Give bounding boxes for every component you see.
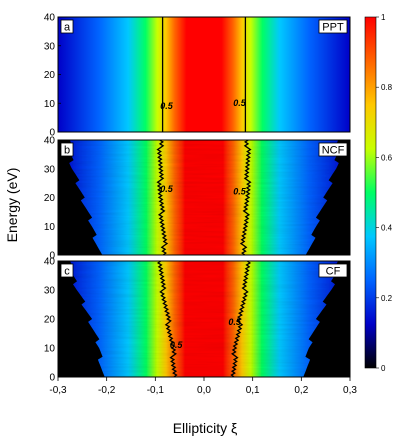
y-tick-label: 10 bbox=[44, 344, 56, 355]
y-tick-label: 0 bbox=[49, 373, 55, 384]
contour-line-left bbox=[156, 260, 178, 378]
panel-letter: b bbox=[64, 145, 70, 157]
panel-ppt: 0.5 0.5 a PPT 0 10 20 30 40 bbox=[44, 13, 351, 139]
heatmap-fill bbox=[58, 140, 350, 255]
panel-cf: 0.5 0.5 c CF 0 10 20 30 40 bbox=[44, 257, 351, 384]
x-tick-label: 0,3 bbox=[343, 385, 357, 396]
panel-letter-box bbox=[60, 19, 74, 34]
y-tick-label: 10 bbox=[44, 222, 56, 233]
colorbar-fill bbox=[364, 16, 377, 369]
panel-letter: a bbox=[64, 22, 71, 34]
black-region-right bbox=[305, 140, 350, 255]
y-tick-label: 20 bbox=[44, 193, 56, 204]
y-tick-label: 30 bbox=[44, 164, 56, 175]
colorbar-tick-label: 0.4 bbox=[381, 224, 393, 233]
black-region-left bbox=[58, 261, 105, 377]
colorbar: 0 0.2 0.4 0.6 0.8 1 bbox=[364, 13, 393, 373]
black-region-right bbox=[303, 261, 350, 377]
panel-ncf: 0.5 0.5 b NCF 0 10 20 30 40 bbox=[44, 136, 351, 262]
y-tick-label: 40 bbox=[44, 13, 56, 24]
x-axis: -0,3 -0,2 -0,1 0,0 0,1 0,2 0,3 bbox=[49, 377, 357, 396]
panel-label: CF bbox=[326, 266, 341, 278]
x-tick-label: -0,1 bbox=[147, 385, 165, 396]
y-tick-label: 10 bbox=[44, 99, 56, 110]
y-tick-label: 20 bbox=[44, 315, 56, 326]
x-tick-label: -0,3 bbox=[49, 385, 67, 396]
x-axis-title: Ellipticity ξ bbox=[173, 420, 238, 436]
contour-label: 0.5 bbox=[160, 184, 174, 194]
contour-label: 0.5 bbox=[233, 187, 247, 197]
heatmap-fill bbox=[58, 261, 350, 377]
y-axis-title-group: Energy (eV) bbox=[4, 168, 20, 243]
x-tick-label: 0,0 bbox=[197, 385, 211, 396]
contour-label: 0.5 bbox=[228, 317, 242, 327]
panel-label-box bbox=[318, 263, 348, 278]
contour-line-right bbox=[239, 139, 252, 256]
panel-letter-box bbox=[60, 142, 74, 157]
colorbar-tick-label: 1 bbox=[381, 13, 386, 22]
panel-label-box bbox=[318, 142, 348, 157]
panel-letter: c bbox=[64, 266, 70, 278]
x-tick-label: -0,2 bbox=[98, 385, 116, 396]
y-tick-label: 0 bbox=[49, 128, 55, 139]
contour-line-left bbox=[156, 139, 169, 256]
y-tick-label: 30 bbox=[44, 41, 56, 52]
contour-label: 0.5 bbox=[233, 98, 247, 108]
panel-label-box bbox=[318, 19, 348, 34]
colorbar-tick-label: 0.6 bbox=[381, 153, 393, 162]
panel-letter-box bbox=[60, 263, 74, 278]
panel-label: PPT bbox=[322, 22, 344, 34]
contour-label: 0.5 bbox=[170, 340, 184, 350]
x-tick-label: 0,2 bbox=[294, 385, 308, 396]
panel-label: NCF bbox=[322, 145, 345, 157]
black-region-left bbox=[58, 140, 103, 255]
y-tick-label: 40 bbox=[44, 136, 56, 147]
x-tick-label: 0,1 bbox=[246, 385, 260, 396]
heatmap-fill bbox=[58, 17, 350, 132]
y-tick-label: 40 bbox=[44, 257, 56, 268]
contour-line-right bbox=[230, 260, 252, 378]
y-tick-label: 30 bbox=[44, 286, 56, 297]
colorbar-tick-label: 0 bbox=[381, 364, 386, 373]
y-tick-label: 20 bbox=[44, 70, 56, 81]
contour-label: 0.5 bbox=[160, 101, 174, 111]
y-tick-label: 0 bbox=[49, 251, 55, 262]
colorbar-tick-label: 0.8 bbox=[381, 83, 393, 92]
y-axis-title: Energy (eV) bbox=[4, 168, 20, 243]
colorbar-tick-label: 0.2 bbox=[381, 294, 393, 303]
